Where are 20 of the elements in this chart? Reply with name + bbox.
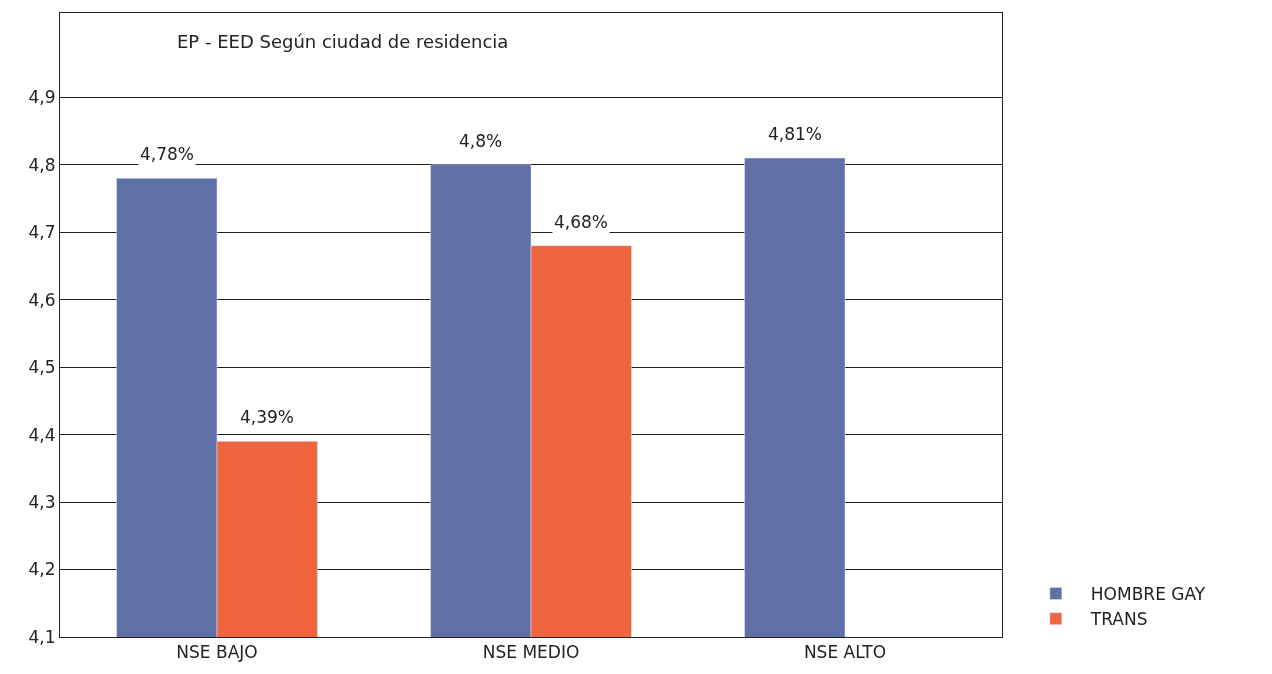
y-tick-label: 4,6 xyxy=(28,289,56,310)
legend-label: HOMBRE GAY xyxy=(1090,584,1206,605)
y-tick-label: 4,5 xyxy=(28,357,56,378)
text: EP - EED Según ciudad de residencia xyxy=(177,31,509,52)
data-label: 4,39% xyxy=(240,407,295,427)
y-tick-label: 4,1 xyxy=(28,626,56,647)
y-tick-label: 4,3 xyxy=(28,492,56,513)
data-label: 4,68% xyxy=(554,212,609,232)
y-tick-label: 4,9 xyxy=(28,87,56,108)
x-tick-label: NSE ALTO xyxy=(803,642,887,663)
y-tick-label: 4,4 xyxy=(28,424,56,445)
legend-label: TRANS xyxy=(1089,609,1148,630)
data-label: 4,81% xyxy=(768,124,823,144)
y-tick-label: 4,7 xyxy=(28,222,56,243)
y-tick-label: 4,8 xyxy=(28,154,56,175)
x-tick-label: NSE BAJO xyxy=(176,642,258,663)
data-label: 4,8% xyxy=(459,131,503,151)
x-tick-label: NSE MEDIO xyxy=(482,642,580,663)
data-label: 4,78% xyxy=(140,144,195,164)
y-tick-label: 4,2 xyxy=(28,559,56,580)
